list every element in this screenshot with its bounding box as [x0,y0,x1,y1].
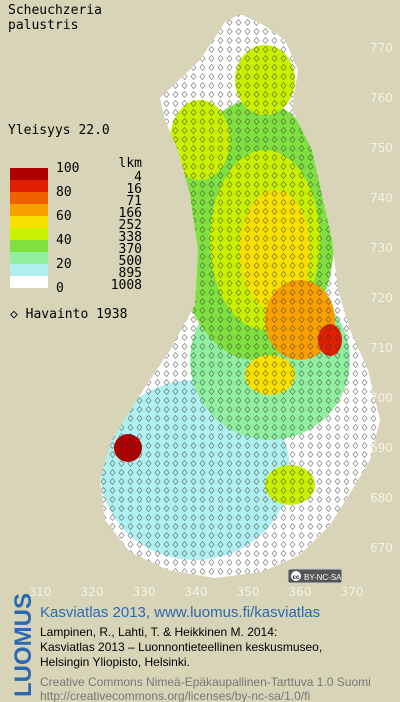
legend-percent: 0 [56,281,64,296]
license-badge-text: BY-NC-SA [304,573,342,582]
citation: Helsingin Yliopisto, Helsinki. [40,655,190,669]
y-label: 710 [370,341,393,355]
legend-percent: 100 [56,161,79,176]
y-label: 670 [370,541,393,555]
legend-percent: 40 [56,233,72,248]
legend-swatch [10,276,48,288]
legend-swatch [10,252,48,264]
legend-count: 895 [119,266,142,281]
legend-count: 370 [119,242,142,257]
legend-count: 4 [134,170,142,185]
x-label: 350 [237,585,260,599]
legend-count: 16 [126,182,142,197]
legend-count: 1008 [111,278,142,293]
legend-swatch [10,216,48,228]
legend-count: 338 [119,230,142,245]
y-label: 720 [370,291,393,305]
y-label: 730 [370,241,393,255]
license-text: Creative Commons Nimeä-Epäkaupallinen-Ta… [40,675,371,689]
species-name: palustris [8,18,78,33]
legend-swatch [10,204,48,216]
footer-heading: Kasviatlas 2013, www.luomus.fi/kasviatla… [40,604,320,621]
logo: LUOMUS [10,593,37,697]
legend-header: lkm [119,156,143,171]
cc-icon [291,571,301,581]
citation: Kasviatlas 2013 – Luonnontieteellinen ke… [40,640,322,654]
citation: Lampinen, R., Lahti, T. & Heikkinen M. 2… [40,625,277,639]
legend-count: 166 [119,206,142,221]
legend-percent: 60 [56,209,72,224]
species-name: Scheuchzeria [8,3,102,18]
x-label: 340 [185,585,208,599]
legend-swatch [10,240,48,252]
legend-swatch [10,180,48,192]
y-label: 680 [370,491,393,505]
license-badge [287,568,343,584]
y-label: 700 [370,391,393,405]
cc-icon-text: cc [293,575,300,581]
y-label: 750 [370,141,393,155]
frequency: Yleisyys 22.0 [8,123,110,138]
x-label: 330 [133,585,156,599]
y-label: 690 [370,441,393,455]
y-label: 760 [370,91,393,105]
legend-swatch [10,192,48,204]
legend-count: 252 [119,218,142,233]
x-label: 310 [29,585,52,599]
legend-percent: 20 [56,257,72,272]
legend-percent: 80 [56,185,72,200]
x-label: 320 [81,585,104,599]
x-label: 370 [341,585,364,599]
legend-swatch [10,168,48,180]
legend-swatch [10,264,48,276]
y-label: 770 [370,41,393,55]
license-text: http://creativecommons.org/licenses/by-n… [40,689,310,702]
legend-count: 500 [119,254,142,269]
observation-note: ◇ Havainto 1938 [10,307,127,322]
x-label: 360 [289,585,312,599]
y-label: 740 [370,191,393,205]
legend-swatch [10,228,48,240]
legend-count: 71 [126,194,142,209]
